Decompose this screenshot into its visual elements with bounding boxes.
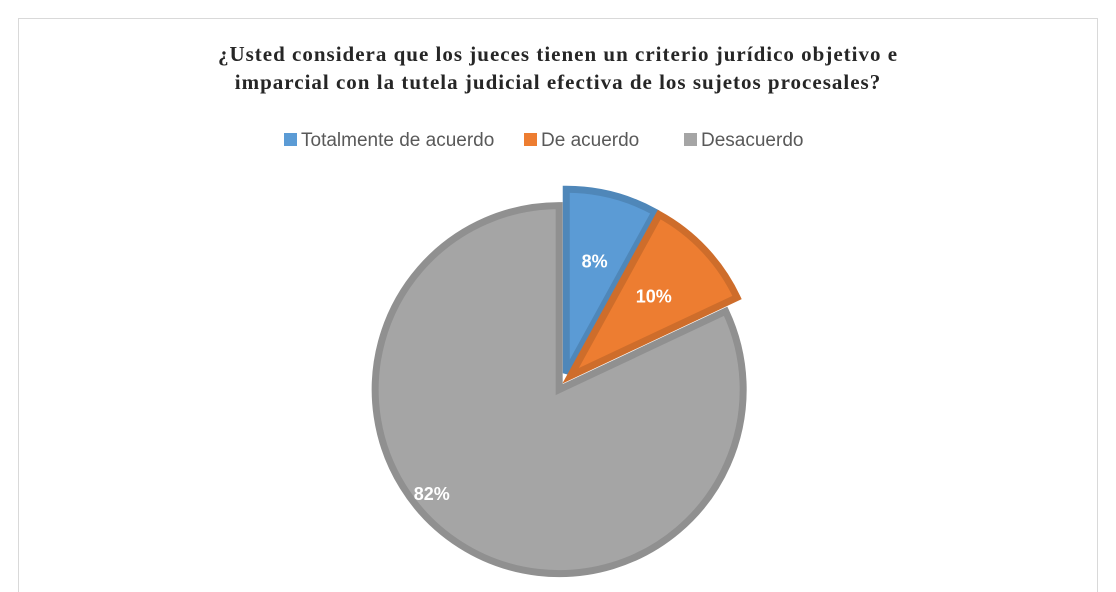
legend-swatch [524,133,537,146]
legend-label: Desacuerdo [701,130,803,151]
legend-label: De acuerdo [541,130,639,151]
pie-slice [371,202,747,578]
chart-title: imparcial con la tutela judicial efectiv… [235,70,881,94]
pie-slice [562,185,660,375]
pie-slice [562,209,742,384]
chart-title: ¿Usted considera que los jueces tienen u… [218,42,898,66]
legend-label: Totalmente de acuerdo [301,130,494,151]
data-label: 82% [414,484,450,504]
legend-swatch [684,133,697,146]
legend-swatch [284,133,297,146]
data-label: 10% [636,286,672,306]
data-label: 8% [582,252,608,272]
